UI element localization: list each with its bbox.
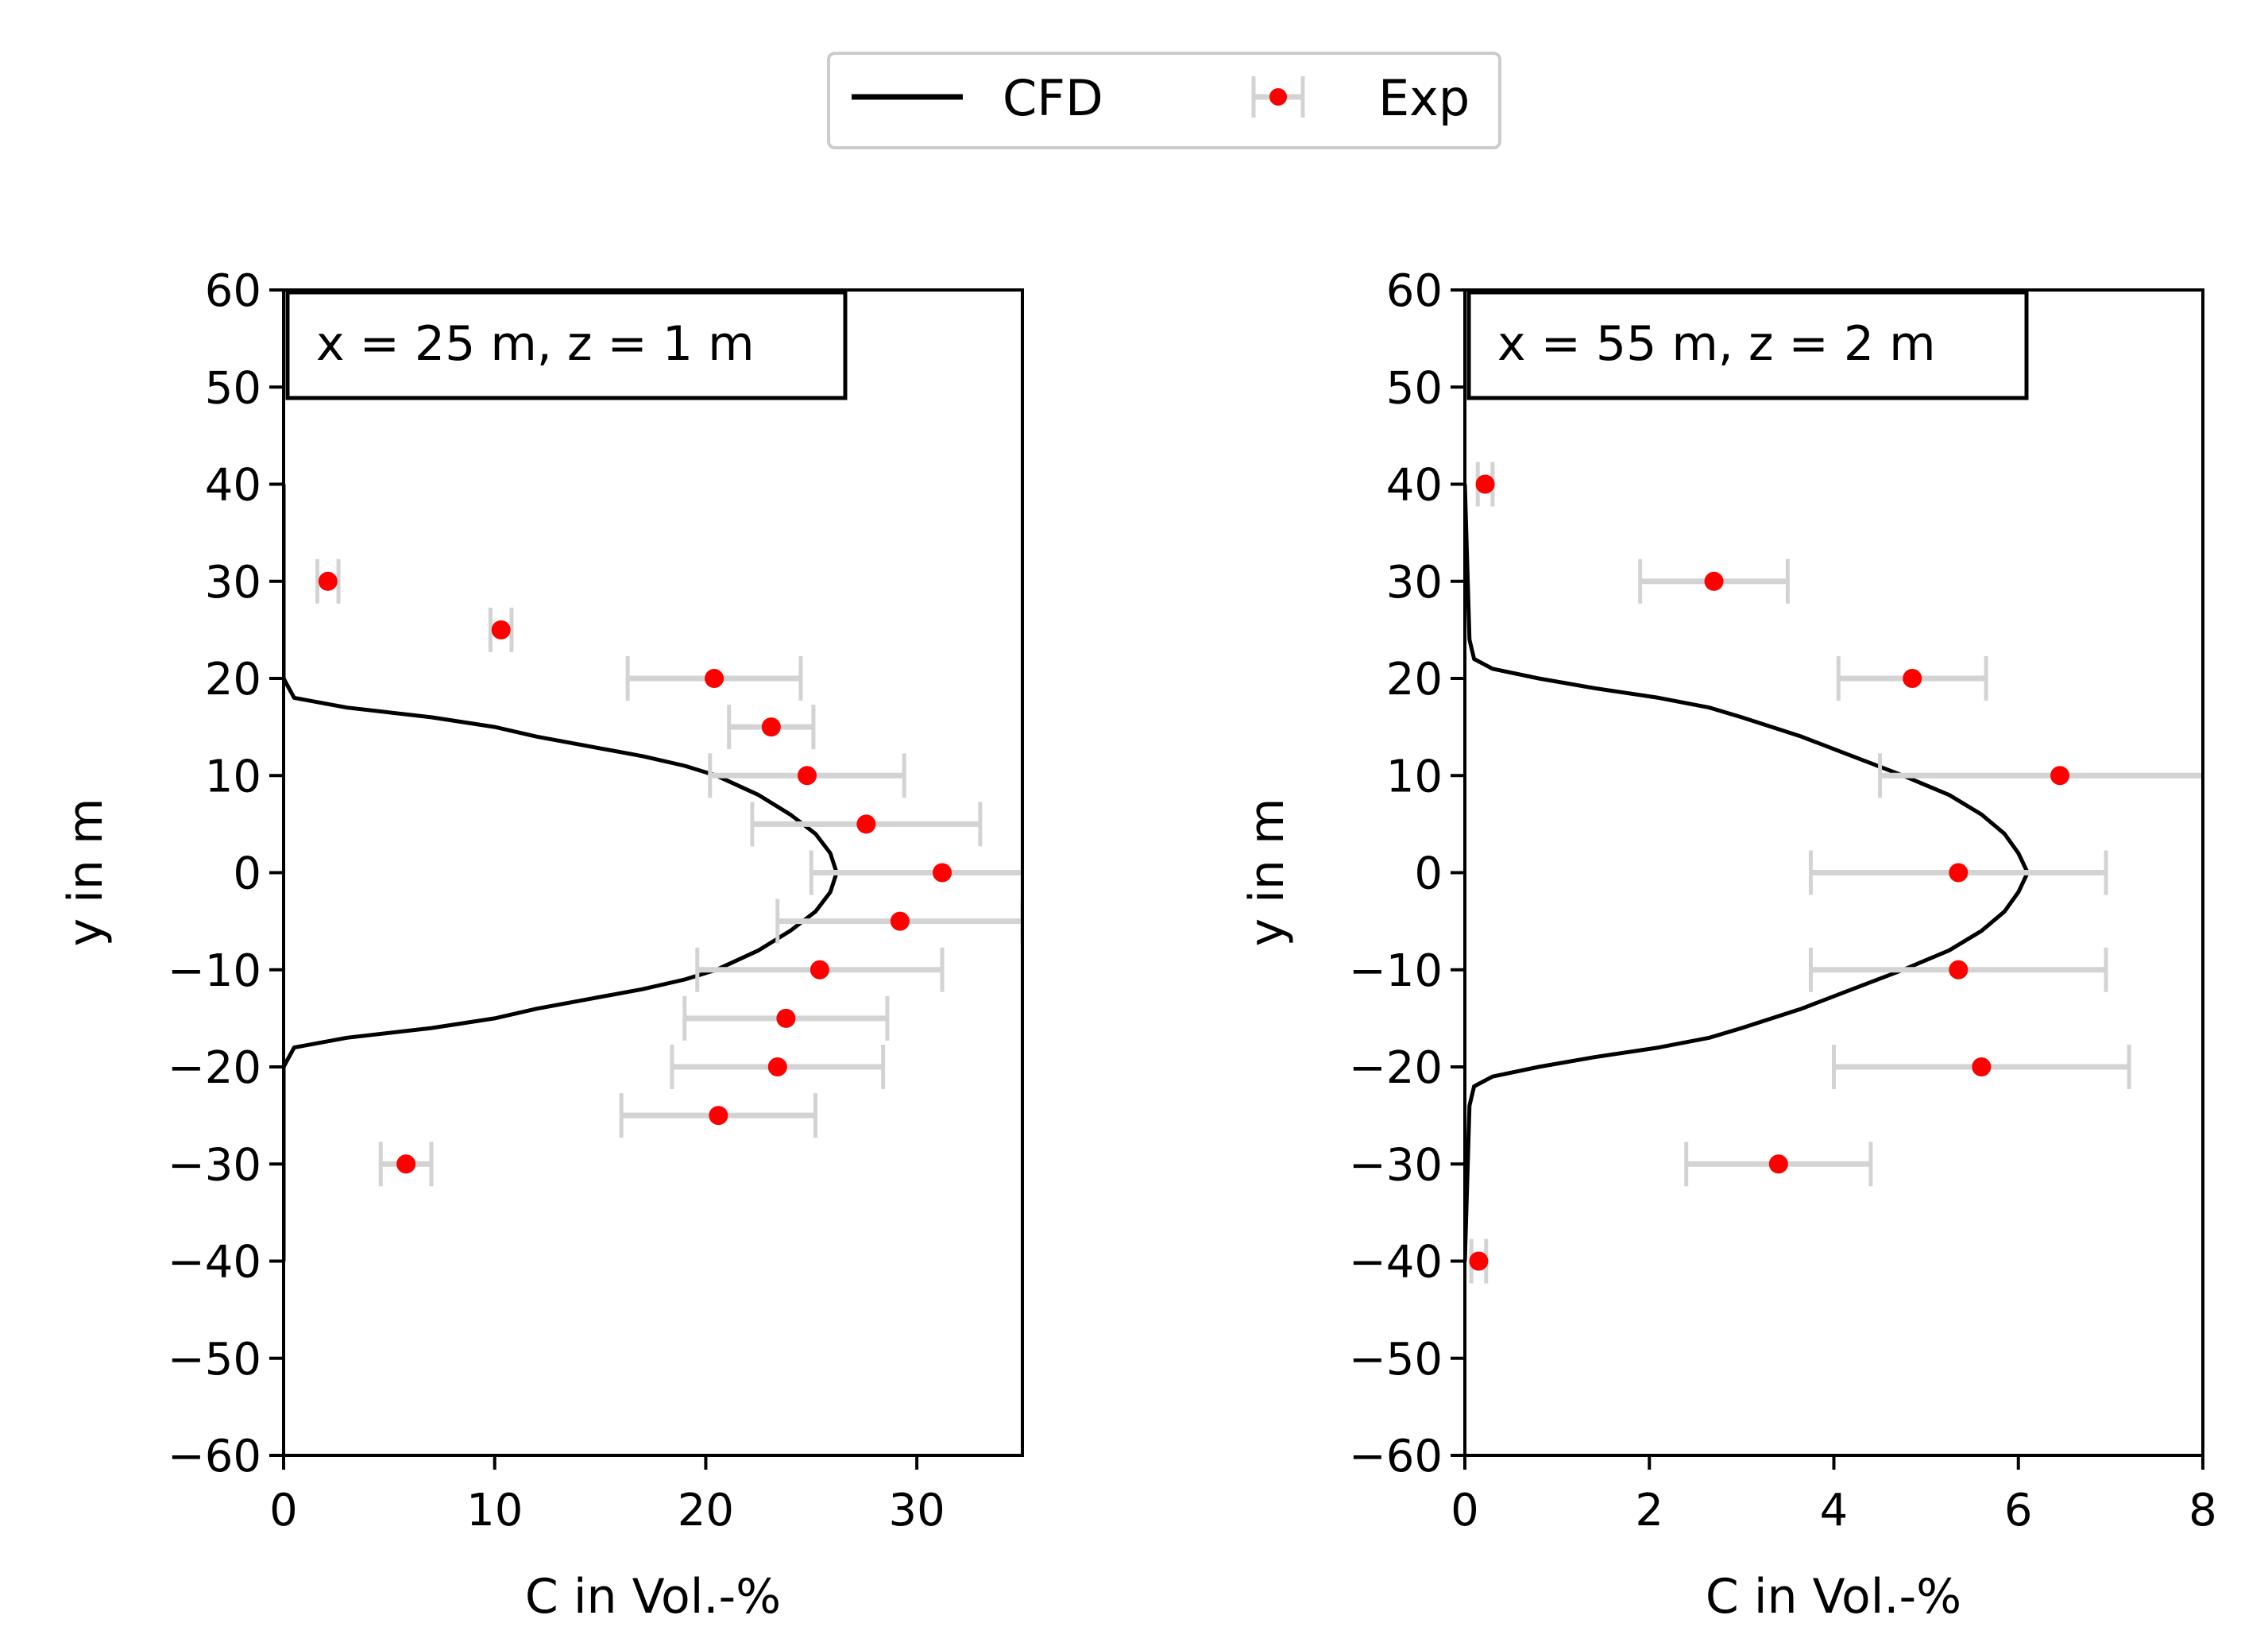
- exp-point-left: [670, 1045, 886, 1089]
- exp-marker-right: [1949, 863, 1969, 883]
- y-tick-label-right: −40: [1349, 1237, 1443, 1289]
- exp-point-right: [1808, 850, 2108, 895]
- y-tick-label-left: −20: [168, 1042, 261, 1094]
- y-axis-label-left: y in m: [58, 798, 114, 947]
- exp-point-left: [488, 607, 514, 652]
- exp-point-left: [775, 898, 1022, 944]
- y-tick-label-left: 50: [205, 362, 261, 414]
- exp-marker-right: [1949, 960, 1969, 980]
- x-tick-label-right: 8: [2189, 1485, 2217, 1536]
- legend-cfd-label: CFD: [1003, 69, 1103, 127]
- exp-point-left: [378, 1142, 434, 1187]
- exp-point-right: [1638, 558, 1790, 604]
- exp-marker-left: [856, 814, 876, 834]
- exp-marker-left: [767, 1057, 787, 1076]
- exp-marker-right: [2050, 766, 2070, 786]
- exp-marker-left: [761, 717, 781, 737]
- annotation-box-left: x = 25 m, z = 1 m: [285, 290, 848, 400]
- panel-right: 60 50 40 30 20 10 0 −10 −20 −30 −40 −50 −60 0 2 4 6 8 x …: [1239, 265, 2217, 1625]
- exp-point-right: [1836, 656, 1988, 701]
- exp-marker-right: [1469, 1251, 1489, 1271]
- exp-marker-right: [1972, 1057, 1992, 1076]
- y-tick-label-left: −10: [168, 945, 261, 997]
- y-tick-label-right: 40: [1386, 460, 1443, 512]
- exp-point-left: [695, 947, 945, 992]
- y-tick-label-right: 10: [1386, 751, 1443, 802]
- legend: CFD Exp: [827, 52, 1501, 149]
- y-tick-label-left: 30: [205, 557, 261, 609]
- exp-point-right: [1475, 462, 1495, 507]
- exp-point-right: [1878, 753, 2203, 798]
- y-tick-label-left: 40: [205, 460, 261, 512]
- y-tick-label-right: 0: [1414, 848, 1443, 900]
- exp-marker-left: [797, 766, 817, 786]
- y-tick-label-right: 20: [1386, 654, 1443, 705]
- x-tick-label-right: 6: [2004, 1485, 2033, 1536]
- exp-marker-left: [318, 571, 338, 591]
- exp-point-left: [619, 1093, 818, 1138]
- exp-marker-left: [933, 863, 952, 883]
- exp-point-left: [727, 705, 816, 750]
- legend-frame: [827, 52, 1501, 149]
- exp-marker-left: [709, 1106, 728, 1126]
- x-axis-label-left: C in Vol.-%: [525, 1569, 781, 1625]
- x-tick-label-left: 20: [678, 1485, 734, 1536]
- y-tick-label-left: 10: [205, 751, 261, 802]
- exp-marker-left: [396, 1154, 416, 1174]
- legend-exp-marker-icon: [1251, 76, 1305, 118]
- y-tick-label-left: −30: [168, 1139, 261, 1191]
- y-tick-label-right: −50: [1349, 1334, 1443, 1385]
- exp-marker-right: [1903, 669, 1922, 688]
- exp-marker-left: [809, 960, 829, 980]
- exp-point-left: [809, 850, 1022, 895]
- x-tick-label-right: 4: [1820, 1485, 1849, 1536]
- exp-marker-left: [491, 620, 511, 640]
- exp-marker-left: [890, 911, 910, 931]
- exp-marker-right: [1768, 1154, 1788, 1174]
- exp-point-left: [625, 656, 803, 701]
- y-tick-label-left: −40: [168, 1237, 261, 1289]
- exp-point-right: [1469, 1238, 1489, 1284]
- exp-marker-left: [705, 669, 724, 688]
- y-tick-label-left: −60: [168, 1431, 261, 1482]
- exp-marker-left: [776, 1008, 796, 1028]
- y-tick-label-right: 60: [1386, 265, 1443, 317]
- x-tick-label-left: 30: [889, 1485, 945, 1536]
- x-tick-label-left: 10: [466, 1485, 523, 1536]
- y-axis-label-right: y in m: [1239, 798, 1295, 947]
- y-tick-label-right: 30: [1386, 557, 1443, 609]
- y-tick-label-right: 50: [1386, 362, 1443, 414]
- y-tick-label-right: −30: [1349, 1139, 1443, 1191]
- x-tick-label-right: 0: [1451, 1485, 1479, 1536]
- exp-point-right: [1832, 1045, 2131, 1089]
- exp-marker-right: [1475, 474, 1495, 494]
- x-tick-label-right: 2: [1635, 1485, 1663, 1536]
- exp-point-left: [750, 802, 983, 847]
- y-tick-label-left: −50: [168, 1334, 261, 1385]
- exp-point-left: [315, 558, 341, 604]
- y-tick-label-left: 20: [205, 654, 261, 705]
- exp-point-right: [1684, 1142, 1873, 1187]
- y-tick-label-left: 0: [233, 848, 261, 900]
- annotation-text-right: x = 55 m, z = 2 m: [1497, 316, 1936, 372]
- exp-point-left: [682, 995, 890, 1041]
- y-tick-label-right: −20: [1349, 1042, 1443, 1094]
- exp-point-right: [1808, 947, 2108, 992]
- y-tick-label-right: −60: [1349, 1431, 1443, 1482]
- exp-point-left: [708, 753, 906, 798]
- legend-exp-label: Exp: [1378, 69, 1470, 127]
- y-tick-label-left: 60: [205, 265, 261, 317]
- x-axis-label-right: C in Vol.-%: [1706, 1569, 1961, 1625]
- y-tick-label-right: −10: [1349, 945, 1443, 997]
- exp-marker-right: [1704, 571, 1724, 591]
- cfd-line-left: [284, 484, 839, 1262]
- annotation-text-left: x = 25 m, z = 1 m: [316, 316, 755, 372]
- x-tick-label-left: 0: [269, 1485, 298, 1536]
- annotation-box-right: x = 55 m, z = 2 m: [1466, 290, 2029, 400]
